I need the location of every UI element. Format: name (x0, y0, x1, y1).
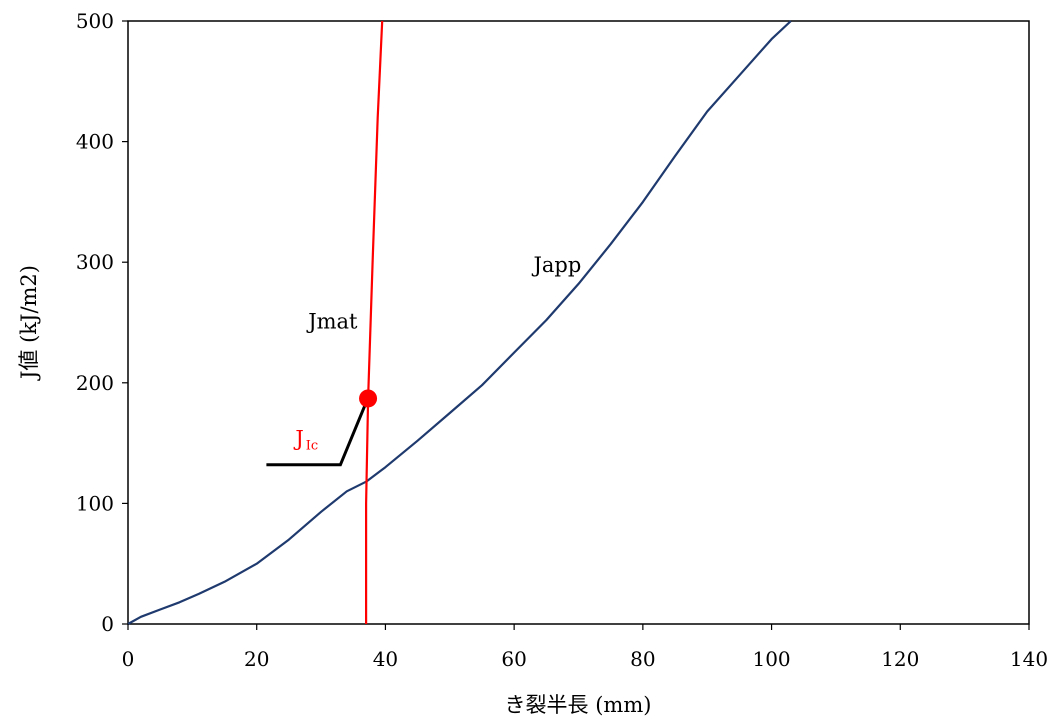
x-tick-label: 0 (122, 647, 135, 671)
x-tick-label: 140 (1010, 647, 1048, 671)
x-tick-label: 40 (373, 647, 398, 671)
y-tick-label: 300 (76, 250, 114, 274)
plot-frame (127, 20, 1030, 625)
y-tick-label: 0 (101, 612, 114, 636)
x-tick-label: 20 (244, 647, 269, 671)
y-tick-label: 400 (76, 130, 114, 154)
x-tick-label: 120 (881, 647, 919, 671)
series-line-japp (127, 20, 792, 625)
jic-leader-line (266, 405, 367, 467)
jic-marker (359, 389, 378, 408)
x-axis-title: き裂半長 (mm) (505, 693, 652, 717)
y-tick-label: 500 (76, 9, 114, 33)
y-tick-label: 200 (76, 371, 114, 395)
y-tick-label: 100 (76, 491, 114, 515)
x-tick-label: 60 (501, 647, 526, 671)
annotation-japp: Japp (531, 253, 581, 277)
annotation-jic: J Ic (293, 427, 318, 454)
x-tick-label: 100 (752, 647, 790, 671)
series-line-jmat (365, 20, 384, 624)
y-axis-title: J値 (kJ/m2) (17, 265, 41, 381)
x-tick-label: 80 (630, 647, 655, 671)
annotation-jmat: Jmat (306, 310, 358, 334)
